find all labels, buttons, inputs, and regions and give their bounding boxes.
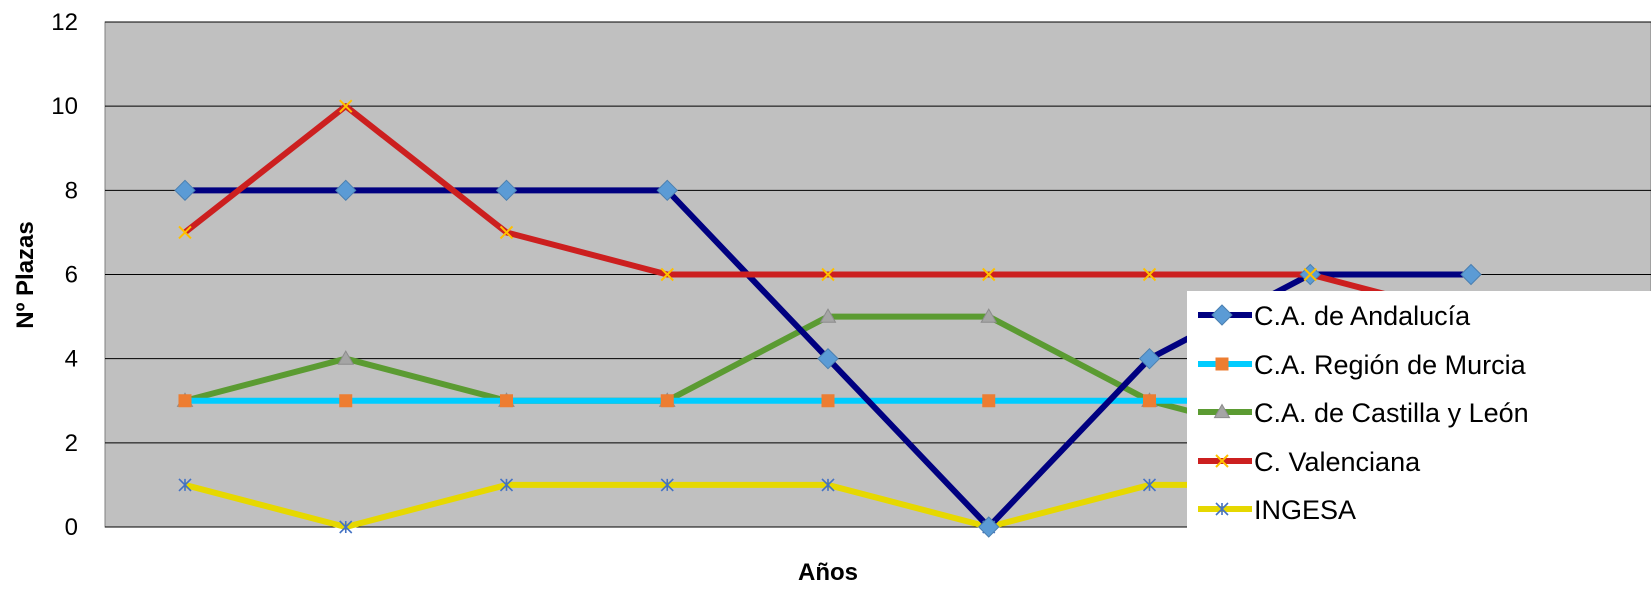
y-axis-title: Nº Plazas <box>12 221 39 328</box>
data-point-marker <box>1215 454 1229 468</box>
data-point-marker <box>339 99 353 113</box>
data-point-marker <box>1303 267 1317 282</box>
data-point-marker <box>817 347 839 370</box>
data-point-marker <box>821 478 835 492</box>
y-tick-label: 10 <box>51 93 78 120</box>
data-point-marker <box>660 394 674 408</box>
data-point-marker <box>978 516 1000 538</box>
data-point-marker <box>821 267 835 282</box>
data-point-marker <box>335 179 357 202</box>
data-point-marker <box>821 394 835 408</box>
data-point-marker <box>178 225 192 240</box>
data-point-marker <box>982 394 996 408</box>
data-point-marker <box>178 478 192 492</box>
y-tick-labels: 0 2 4 6 8 10 12 <box>51 9 78 541</box>
legend-label: C.A. Región de Murcia <box>1254 350 1527 380</box>
legend-label: C.A. de Andalucía <box>1254 301 1471 331</box>
data-point-marker <box>656 179 678 202</box>
legend-label: INGESA <box>1254 495 1356 525</box>
y-tick-label: 8 <box>65 177 78 204</box>
y-tick-label: 12 <box>51 9 78 36</box>
data-point-marker <box>1215 502 1229 516</box>
data-point-marker <box>339 520 353 534</box>
y-tick-label: 2 <box>65 430 78 457</box>
data-point-marker <box>1460 263 1482 286</box>
data-point-marker <box>660 478 674 492</box>
data-point-marker <box>980 308 998 323</box>
data-point-marker <box>339 394 353 408</box>
y-tick-label: 6 <box>65 262 78 289</box>
data-point-marker <box>174 179 196 202</box>
data-point-marker <box>337 350 355 365</box>
data-point-marker <box>1215 357 1229 371</box>
legend-label: C. Valenciana <box>1254 447 1421 477</box>
data-point-marker <box>499 225 514 240</box>
data-point-marker <box>1211 304 1233 326</box>
x-axis-title: Años <box>798 559 858 586</box>
y-tick-label: 0 <box>65 514 78 541</box>
data-point-marker <box>1142 478 1157 492</box>
y-tick-label: 4 <box>65 346 78 373</box>
data-point-marker <box>1213 403 1231 419</box>
data-point-marker <box>178 394 192 408</box>
data-point-marker <box>819 308 837 323</box>
data-point-marker <box>660 267 674 282</box>
data-point-marker <box>1143 394 1156 408</box>
data-point-marker <box>499 478 514 492</box>
legend-label: C.A. de Castilla y León <box>1254 398 1529 428</box>
legend-box <box>1187 291 1651 531</box>
data-point-marker <box>1142 267 1157 282</box>
data-point-marker <box>495 179 518 202</box>
legend: C.A. de Andalucía C.A. Región de Murcia C.… <box>1187 291 1651 531</box>
data-point-marker <box>500 394 513 408</box>
data-point-marker <box>1138 347 1161 370</box>
data-point-marker <box>982 267 996 282</box>
gridlines <box>105 21 1651 528</box>
